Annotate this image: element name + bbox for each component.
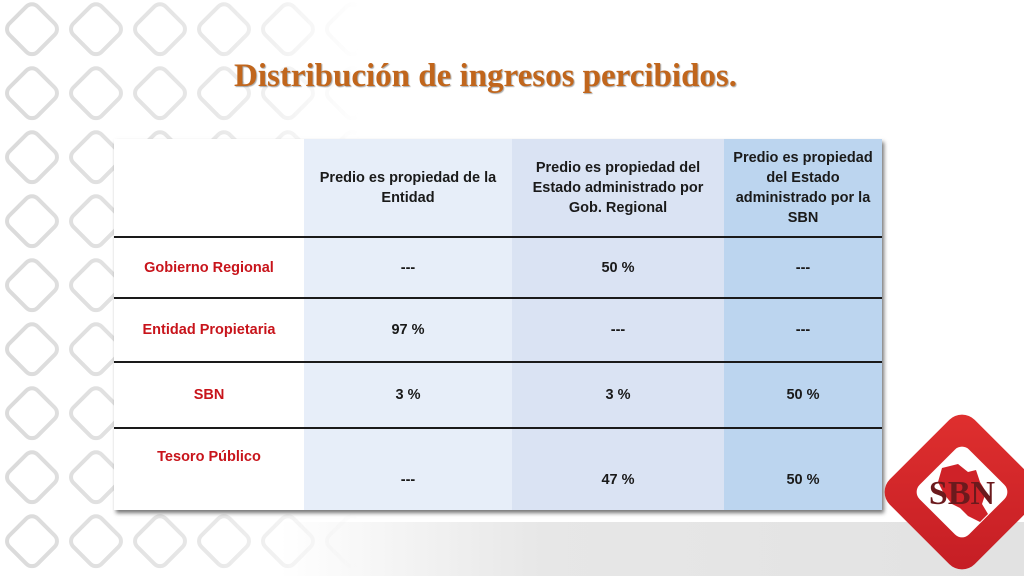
table-row: Tesoro Público --- 47 % 50 %: [114, 428, 882, 510]
table-cell: 3 %: [512, 362, 724, 428]
logo-text: SBN: [929, 475, 996, 512]
header-predio-gob-regional: Predio es propiedad del Estado administr…: [512, 139, 724, 237]
bottom-gray-band: [280, 522, 1024, 576]
table-cell: ---: [724, 237, 882, 298]
slide-title: Distribución de ingresos percibidos.: [234, 58, 738, 94]
peru-map-icon: [938, 464, 988, 522]
header-empty-cell: [114, 139, 304, 237]
table-header-row: Predio es propiedad de la Entidad Predio…: [114, 139, 882, 237]
sbn-logo: SBN: [884, 414, 1024, 570]
table-cell: ---: [724, 298, 882, 362]
table-cell: 50 %: [512, 237, 724, 298]
header-predio-entidad: Predio es propiedad de la Entidad: [304, 139, 512, 237]
income-distribution-table: Predio es propiedad de la Entidad Predio…: [114, 139, 882, 510]
table-row: Gobierno Regional --- 50 % ---: [114, 237, 882, 298]
table-cell: 47 %: [512, 428, 724, 510]
table-row: Entidad Propietaria 97 % --- ---: [114, 298, 882, 362]
table-cell: 97 %: [304, 298, 512, 362]
table-cell: ---: [512, 298, 724, 362]
table-row: SBN 3 % 3 % 50 %: [114, 362, 882, 428]
table-cell: 50 %: [724, 362, 882, 428]
row-label: Gobierno Regional: [114, 237, 304, 298]
table-cell: ---: [304, 428, 512, 510]
table-cell: ---: [304, 237, 512, 298]
table-cell: 50 %: [724, 428, 882, 510]
row-label: Entidad Propietaria: [114, 298, 304, 362]
table-cell: 3 %: [304, 362, 512, 428]
row-label: SBN: [114, 362, 304, 428]
row-label: Tesoro Público: [114, 428, 304, 510]
header-predio-sbn: Predio es propiedad del Estado administr…: [724, 139, 882, 237]
